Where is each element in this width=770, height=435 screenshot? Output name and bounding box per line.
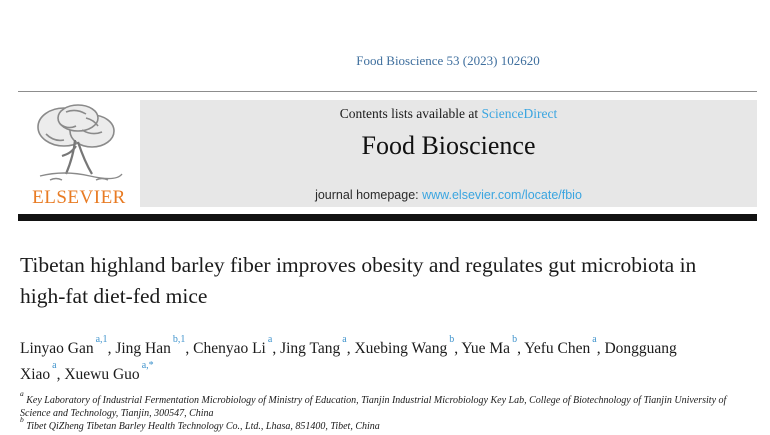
- author: Xuebing Wangb: [354, 334, 454, 357]
- elsevier-tree-icon: [37, 104, 123, 181]
- author: Xuewu Guoa,*: [64, 360, 153, 383]
- author-name: Yue Ma: [461, 340, 511, 357]
- banner-main: Contents lists available at ScienceDirec…: [140, 100, 757, 207]
- top-rule: [18, 91, 757, 92]
- author: Chenyao Lia: [193, 334, 272, 357]
- homepage-line: journal homepage: www.elsevier.com/locat…: [140, 188, 757, 202]
- author-name: Yefu Chen: [524, 340, 591, 357]
- homepage-link[interactable]: www.elsevier.com/locate/fbio: [422, 188, 582, 202]
- contents-line: Contents lists available at ScienceDirec…: [140, 100, 757, 122]
- author-name: Jing Tang: [280, 340, 341, 357]
- affiliation-text: Key Laboratory of Industrial Fermentatio…: [20, 395, 727, 419]
- divider-bar: [18, 214, 757, 221]
- article-title: Tibetan highland barley fiber improves o…: [20, 253, 697, 308]
- author-list: Linyao Gana,1, Jing Hanb,1, Chenyao Lia,…: [20, 333, 677, 383]
- journal-title: Food Bioscience: [361, 131, 536, 160]
- elsevier-logo-text: ELSEVIER: [32, 187, 126, 208]
- elsevier-logo: ELSEVIER: [18, 100, 140, 208]
- author-name: Linyao Gan: [20, 340, 94, 357]
- affiliation-list: a Key Laboratory of Industrial Fermentat…: [20, 389, 748, 433]
- author-name: Dongguang Xiao: [20, 340, 677, 383]
- running-head: Food Bioscience 53 (2023) 102620: [356, 53, 540, 68]
- affiliation: b Tibet QiZheng Tibetan Barley Health Te…: [20, 415, 748, 433]
- author-affiliation-marker: a: [342, 333, 347, 345]
- author-affiliation-marker: b: [449, 333, 455, 345]
- sciencedirect-link[interactable]: ScienceDirect: [481, 106, 558, 121]
- author: Yue Mab: [461, 334, 517, 357]
- author-affiliation-marker: b: [512, 333, 518, 345]
- author: Jing Hanb,1: [115, 334, 185, 357]
- author: Yefu Chena: [524, 334, 596, 357]
- affiliation: a Key Laboratory of Industrial Fermentat…: [20, 389, 748, 420]
- author-affiliation-marker: b,1: [172, 333, 186, 345]
- contents-line-prefix: Contents lists available at: [339, 106, 482, 121]
- author-affiliation-marker: a: [52, 359, 57, 371]
- author-affiliation-marker: a,1: [95, 333, 108, 345]
- author-name: Jing Han: [115, 340, 171, 357]
- affiliation-text: Tibet QiZheng Tibetan Barley Health Tech…: [23, 421, 380, 432]
- author-name: Xuebing Wang: [354, 340, 448, 357]
- author-affiliation-marker: a: [592, 333, 597, 345]
- author-affiliation-marker: a,*: [141, 359, 154, 371]
- author-name: Xuewu Guo: [64, 366, 140, 383]
- journal-banner: ELSEVIER Contents lists available at Sci…: [18, 100, 757, 208]
- author: Jing Tanga: [280, 334, 347, 357]
- affiliation-marker: a: [20, 388, 24, 398]
- author-name: Chenyao Li: [193, 340, 266, 357]
- author: Linyao Gana,1: [20, 334, 108, 357]
- affiliation-marker: b: [20, 414, 24, 424]
- author-affiliation-marker: a: [267, 333, 273, 345]
- author: Dongguang Xiaoa: [20, 340, 677, 383]
- homepage-prefix: journal homepage:: [315, 188, 423, 202]
